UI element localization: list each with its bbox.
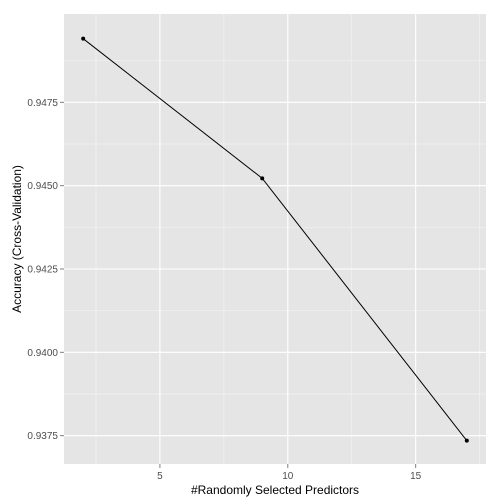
- x-axis-title: #Randomly Selected Predictors: [191, 483, 359, 497]
- y-axis-ticks: 0.9375 0.9400 0.9425 0.9450 0.9475: [27, 98, 64, 442]
- y-tick-label: 0.9450: [27, 181, 58, 192]
- x-tick-label: 15: [410, 471, 422, 482]
- x-tick-label: 10: [282, 471, 294, 482]
- y-axis-title: Accuracy (Cross-Validation): [10, 165, 24, 313]
- series-layer: [81, 36, 469, 443]
- y-tick-label: 0.9425: [27, 265, 58, 276]
- x-tick-label: 5: [157, 471, 163, 482]
- x-axis-ticks: 5 10 15: [157, 464, 422, 482]
- data-point: [81, 36, 86, 41]
- data-point: [464, 438, 469, 443]
- y-tick-label: 0.9475: [27, 98, 58, 109]
- grid-major: [64, 14, 486, 464]
- y-tick-label: 0.9375: [27, 431, 58, 442]
- grid-minor: [64, 14, 486, 464]
- data-point: [260, 176, 265, 181]
- plot-panel: [64, 14, 486, 464]
- y-tick-label: 0.9400: [27, 348, 58, 359]
